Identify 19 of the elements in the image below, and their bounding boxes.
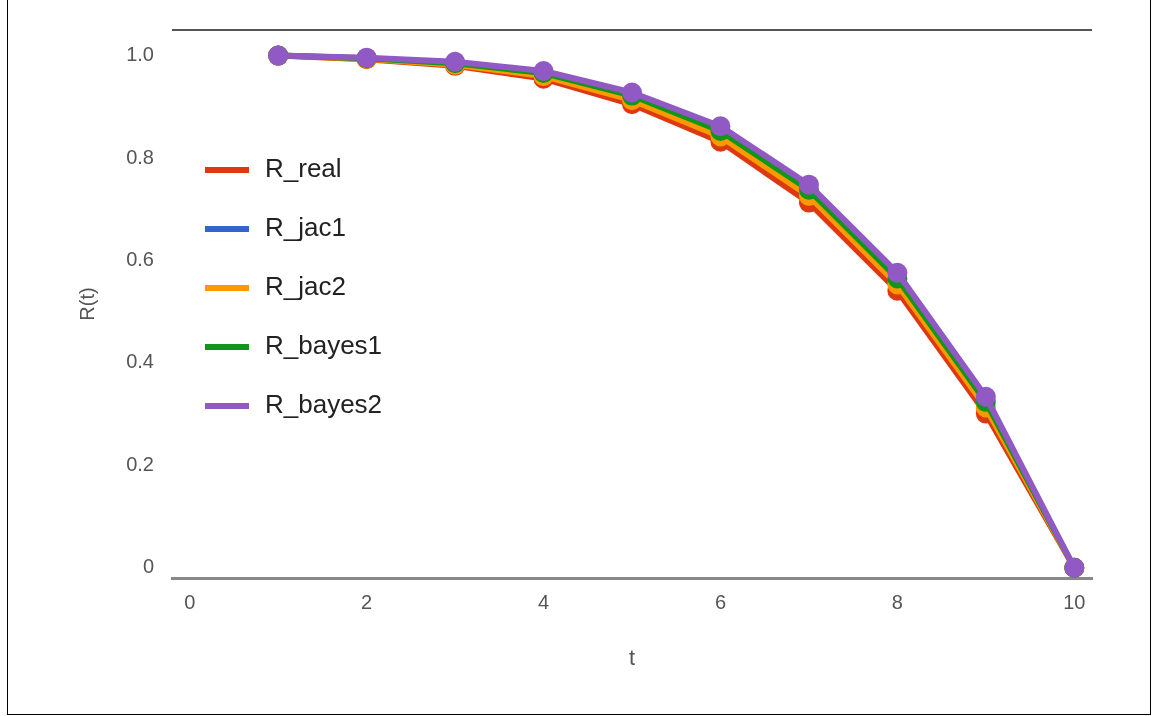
x-tick-label: 2: [361, 590, 373, 613]
y-axis-title: R(t): [75, 287, 98, 321]
x-tick-label: 10: [1063, 590, 1086, 613]
y-tick-label: 0.8: [126, 145, 154, 168]
legend-label: R_real: [265, 153, 342, 184]
legend-label: R_jac1: [265, 212, 346, 243]
x-tick-label: 8: [891, 590, 903, 613]
legend-label: R_jac2: [265, 271, 346, 302]
y-tick-label: 0.4: [126, 350, 154, 373]
y-tick-label: 0: [142, 555, 154, 578]
x-tick-label: 6: [714, 590, 727, 613]
x-tick-label: 4: [537, 590, 550, 613]
y-tick-label: 1.0: [126, 43, 154, 66]
y-tick-label: 0.2: [126, 452, 154, 475]
x-axis-title: t: [628, 644, 636, 670]
legend-label: R_bayes2: [265, 389, 383, 420]
legend-label: R_bayes1: [265, 330, 383, 361]
y-tick-label: 0.6: [126, 247, 154, 270]
x-tick-label: 0: [184, 590, 196, 613]
